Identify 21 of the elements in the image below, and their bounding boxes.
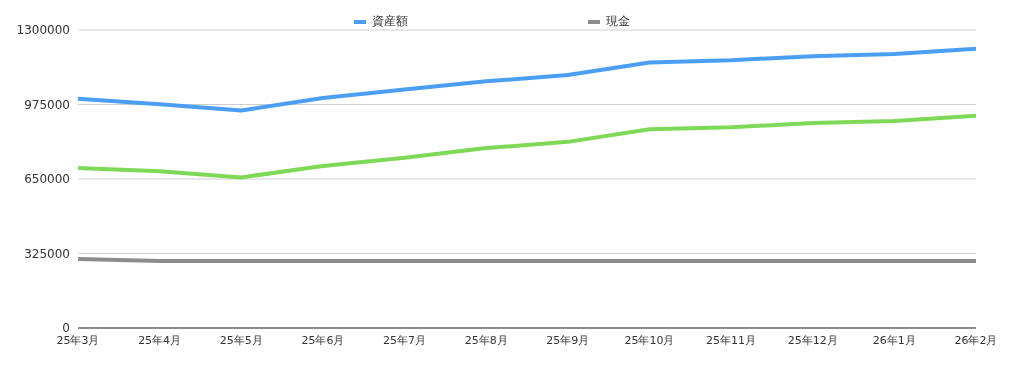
legend-label: 現金 (606, 13, 630, 30)
y-tick-label: 975000 (24, 97, 70, 112)
y-tick-label: 1300000 (16, 23, 70, 38)
x-tick-label: 25年9月 (546, 333, 590, 347)
x-tick-label: 25年3月 (56, 333, 100, 347)
x-tick-label: 25年12月 (787, 333, 838, 347)
y-tick-label: 325000 (24, 246, 70, 261)
x-tick-label: 25年5月 (219, 333, 263, 347)
x-tick-label: 25年7月 (383, 333, 427, 347)
x-tick-label: 25年6月 (301, 333, 345, 347)
x-tick-label: 26年2月 (954, 333, 998, 347)
line-series (76, 46, 978, 113)
x-tick-label: 25年11月 (706, 333, 757, 347)
x-tick-label: 25年4月 (138, 333, 182, 347)
x-tick-label: 25年8月 (464, 333, 508, 347)
legend-label: 資産額 (372, 13, 408, 30)
x-tick-label: 26年1月 (872, 333, 916, 347)
y-tick-label: 650000 (24, 172, 70, 187)
line-series (76, 113, 978, 180)
x-tick-label: 25年10月 (624, 333, 675, 347)
y-tick-label: 0 (62, 321, 70, 336)
